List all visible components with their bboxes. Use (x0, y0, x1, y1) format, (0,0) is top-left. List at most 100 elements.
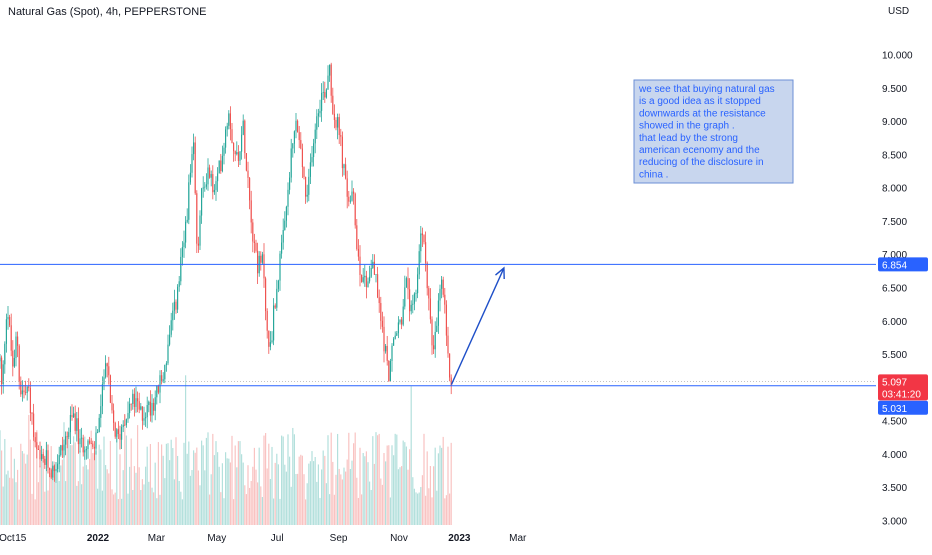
candle-body (228, 113, 230, 126)
candle-body (385, 345, 387, 352)
y-tick-label: 8.500 (882, 150, 907, 161)
volume-bar (316, 481, 318, 525)
candle-body (361, 274, 363, 282)
volume-bar (170, 439, 172, 525)
candle-body (255, 242, 257, 251)
volume-bar (15, 482, 17, 525)
volume-bar (413, 488, 415, 525)
volume-bar (79, 450, 81, 525)
candle-body (369, 276, 371, 282)
annotation-line: downwards at the resistance (639, 108, 766, 119)
volume-bar (338, 468, 340, 525)
volume-bar (380, 478, 382, 525)
volume-bar (175, 437, 177, 525)
candle-body (76, 418, 78, 431)
volume-bar (340, 474, 342, 525)
volume-bar (314, 456, 316, 525)
candle-body (425, 242, 427, 263)
volume-bar (234, 445, 236, 525)
volume-bar (282, 436, 284, 525)
volume-bar (29, 439, 31, 525)
candle-body (2, 364, 4, 385)
candle-body (15, 336, 17, 358)
candle-body (237, 152, 239, 161)
candle-body (284, 220, 286, 231)
volume-bar (306, 483, 308, 525)
y-tick-label: 3.500 (882, 483, 907, 494)
volume-bar (189, 475, 191, 525)
volume-bar (199, 485, 201, 525)
candle-body (343, 164, 345, 169)
volume-bar (193, 450, 195, 525)
volume-bar (173, 479, 175, 525)
candle-body (303, 167, 305, 177)
volume-bar (105, 465, 107, 525)
volume-bar (396, 434, 398, 525)
candle-body (381, 320, 383, 327)
volume-bar (370, 489, 372, 525)
volume-bar (351, 460, 353, 525)
candle-body (37, 448, 39, 450)
volume-bar (100, 449, 102, 525)
volume-bar (415, 492, 417, 525)
volume-bar (274, 462, 276, 525)
volume-bar (277, 464, 279, 525)
volume-bar (1, 450, 3, 525)
x-tick-label: May (207, 533, 226, 544)
volume-bar (285, 471, 287, 525)
volume-bar (185, 375, 187, 525)
volume-bar (124, 415, 126, 525)
volume-bar (209, 494, 211, 525)
volume-bar (77, 481, 79, 525)
projection-arrow-shaft (450, 267, 505, 385)
candle-body (21, 390, 23, 395)
volume-bar (65, 481, 67, 525)
volume-bar (393, 455, 395, 525)
volume-bar (204, 470, 206, 525)
candle-body (93, 446, 95, 449)
candle-body (341, 136, 343, 169)
candle-body (9, 316, 11, 326)
candle-body (57, 464, 59, 469)
volume-bar (361, 494, 363, 525)
volume-bar (220, 492, 222, 525)
y-tick-label: 6.500 (882, 284, 907, 295)
y-tick-label: 4.500 (882, 417, 907, 428)
volume-bar (177, 455, 179, 525)
current-price-tag-text: 5.097 (882, 377, 907, 388)
candle-body (394, 335, 396, 339)
volume-bar (441, 447, 443, 525)
candle-body (276, 288, 278, 308)
candle-body (18, 345, 20, 382)
candle-body (324, 92, 326, 98)
volume-bar (330, 432, 332, 525)
candle-body (209, 167, 211, 178)
candle-body (197, 243, 199, 246)
volume-bar (188, 441, 190, 525)
volume-bar (55, 482, 57, 525)
volume-bar (343, 467, 345, 525)
volume-bar (250, 480, 252, 525)
volume-bar (356, 477, 358, 525)
current-price-tag-text: 03:41:20 (882, 389, 921, 400)
candle-body (357, 248, 359, 257)
volume-bar (109, 440, 111, 525)
volume-bar (20, 443, 22, 525)
candle-body (191, 154, 193, 173)
volume-bar (127, 493, 129, 525)
candle-body (405, 278, 407, 288)
candle-body (65, 436, 67, 445)
x-tick-label: 2022 (87, 533, 110, 544)
candle-body (439, 288, 441, 301)
candle-body (373, 261, 375, 275)
candle-body (12, 350, 14, 367)
volume-bar (364, 456, 366, 525)
volume-bar (404, 442, 406, 525)
candle-body (137, 398, 139, 402)
candle-body (121, 426, 123, 440)
annotation-box (633, 79, 794, 184)
candle-body (73, 413, 75, 418)
candle-body (292, 143, 294, 149)
candle-body (261, 254, 263, 263)
